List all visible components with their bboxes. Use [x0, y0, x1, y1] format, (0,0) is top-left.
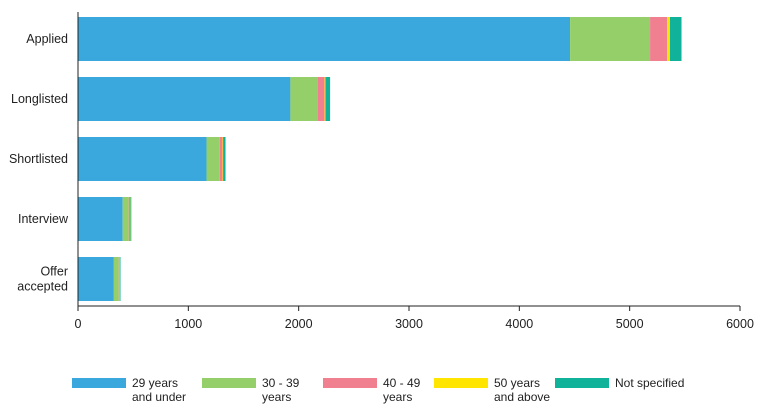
- legend-swatch: [72, 378, 126, 388]
- bar-s30-cat2: [206, 137, 220, 181]
- bar-s29-cat3: [78, 197, 123, 241]
- category-label: Applied: [26, 32, 68, 46]
- bar-s50-cat1: [324, 77, 326, 121]
- bar-s29-cat2: [78, 137, 207, 181]
- bar-s30-cat1: [290, 77, 318, 121]
- x-tick-label: 2000: [285, 317, 313, 331]
- legend-item-sns: Not specified: [555, 376, 684, 390]
- category-label: Offer accepted: [17, 265, 68, 294]
- legend-label: 40 - 49 years: [383, 376, 421, 404]
- category-label: Interview: [18, 212, 69, 226]
- legend-swatch: [202, 378, 256, 388]
- stacked-bar-chart: Applied Longlisted Shortlisted Interview Off…: [9, 12, 754, 331]
- legend-item-s29: 29 years and under: [72, 376, 186, 404]
- bar-s50-cat2: [222, 137, 224, 181]
- x-tick-label: 6000: [726, 317, 754, 331]
- legend-item-s30: 30 - 39 years: [202, 376, 299, 404]
- bar-sns-cat2: [223, 137, 226, 181]
- legend-label: 50 years and above: [494, 376, 551, 404]
- bar-s30-cat0: [570, 17, 651, 61]
- bar-s50-cat0: [667, 17, 670, 61]
- bar-s40-cat4: [118, 257, 120, 301]
- legend-item-s50: 50 years and above: [434, 376, 550, 404]
- x-tick-label: 1000: [174, 317, 202, 331]
- bar-sns-cat0: [669, 17, 682, 61]
- bar-s40-cat3: [128, 197, 131, 241]
- legend-label: 29 years and under: [132, 376, 187, 404]
- category-label: Shortlisted: [9, 152, 68, 166]
- axes-group: Applied Longlisted Shortlisted Interview Off…: [9, 12, 754, 331]
- bar-s40-cat1: [317, 77, 325, 121]
- x-tick-label: 4000: [505, 317, 533, 331]
- bar-s30-cat3: [122, 197, 129, 241]
- x-tick-label: 5000: [616, 317, 644, 331]
- bars-group: [78, 17, 682, 301]
- bar-s30-cat4: [113, 257, 119, 301]
- category-label: Longlisted: [11, 92, 68, 106]
- legend-swatch: [323, 378, 377, 388]
- legend-label: Not specified: [615, 376, 685, 390]
- bar-sns-cat4: [119, 257, 121, 301]
- x-tick-label: 3000: [395, 317, 423, 331]
- legend-item-s40: 40 - 49 years: [323, 376, 420, 404]
- legend-swatch: [434, 378, 488, 388]
- bar-sns-cat1: [325, 77, 331, 121]
- legend: 29 years and under 30 - 39 years 40 - 49 y…: [0, 376, 768, 411]
- x-tick-label: 0: [75, 317, 82, 331]
- bar-s29-cat0: [78, 17, 571, 61]
- bar-s29-cat4: [78, 257, 114, 301]
- legend-swatch: [555, 378, 609, 388]
- bar-s29-cat1: [78, 77, 291, 121]
- bar-s40-cat0: [650, 17, 668, 61]
- legend-label: 30 - 39 years: [262, 376, 300, 404]
- bar-sns-cat3: [130, 197, 132, 241]
- bar-s40-cat2: [219, 137, 223, 181]
